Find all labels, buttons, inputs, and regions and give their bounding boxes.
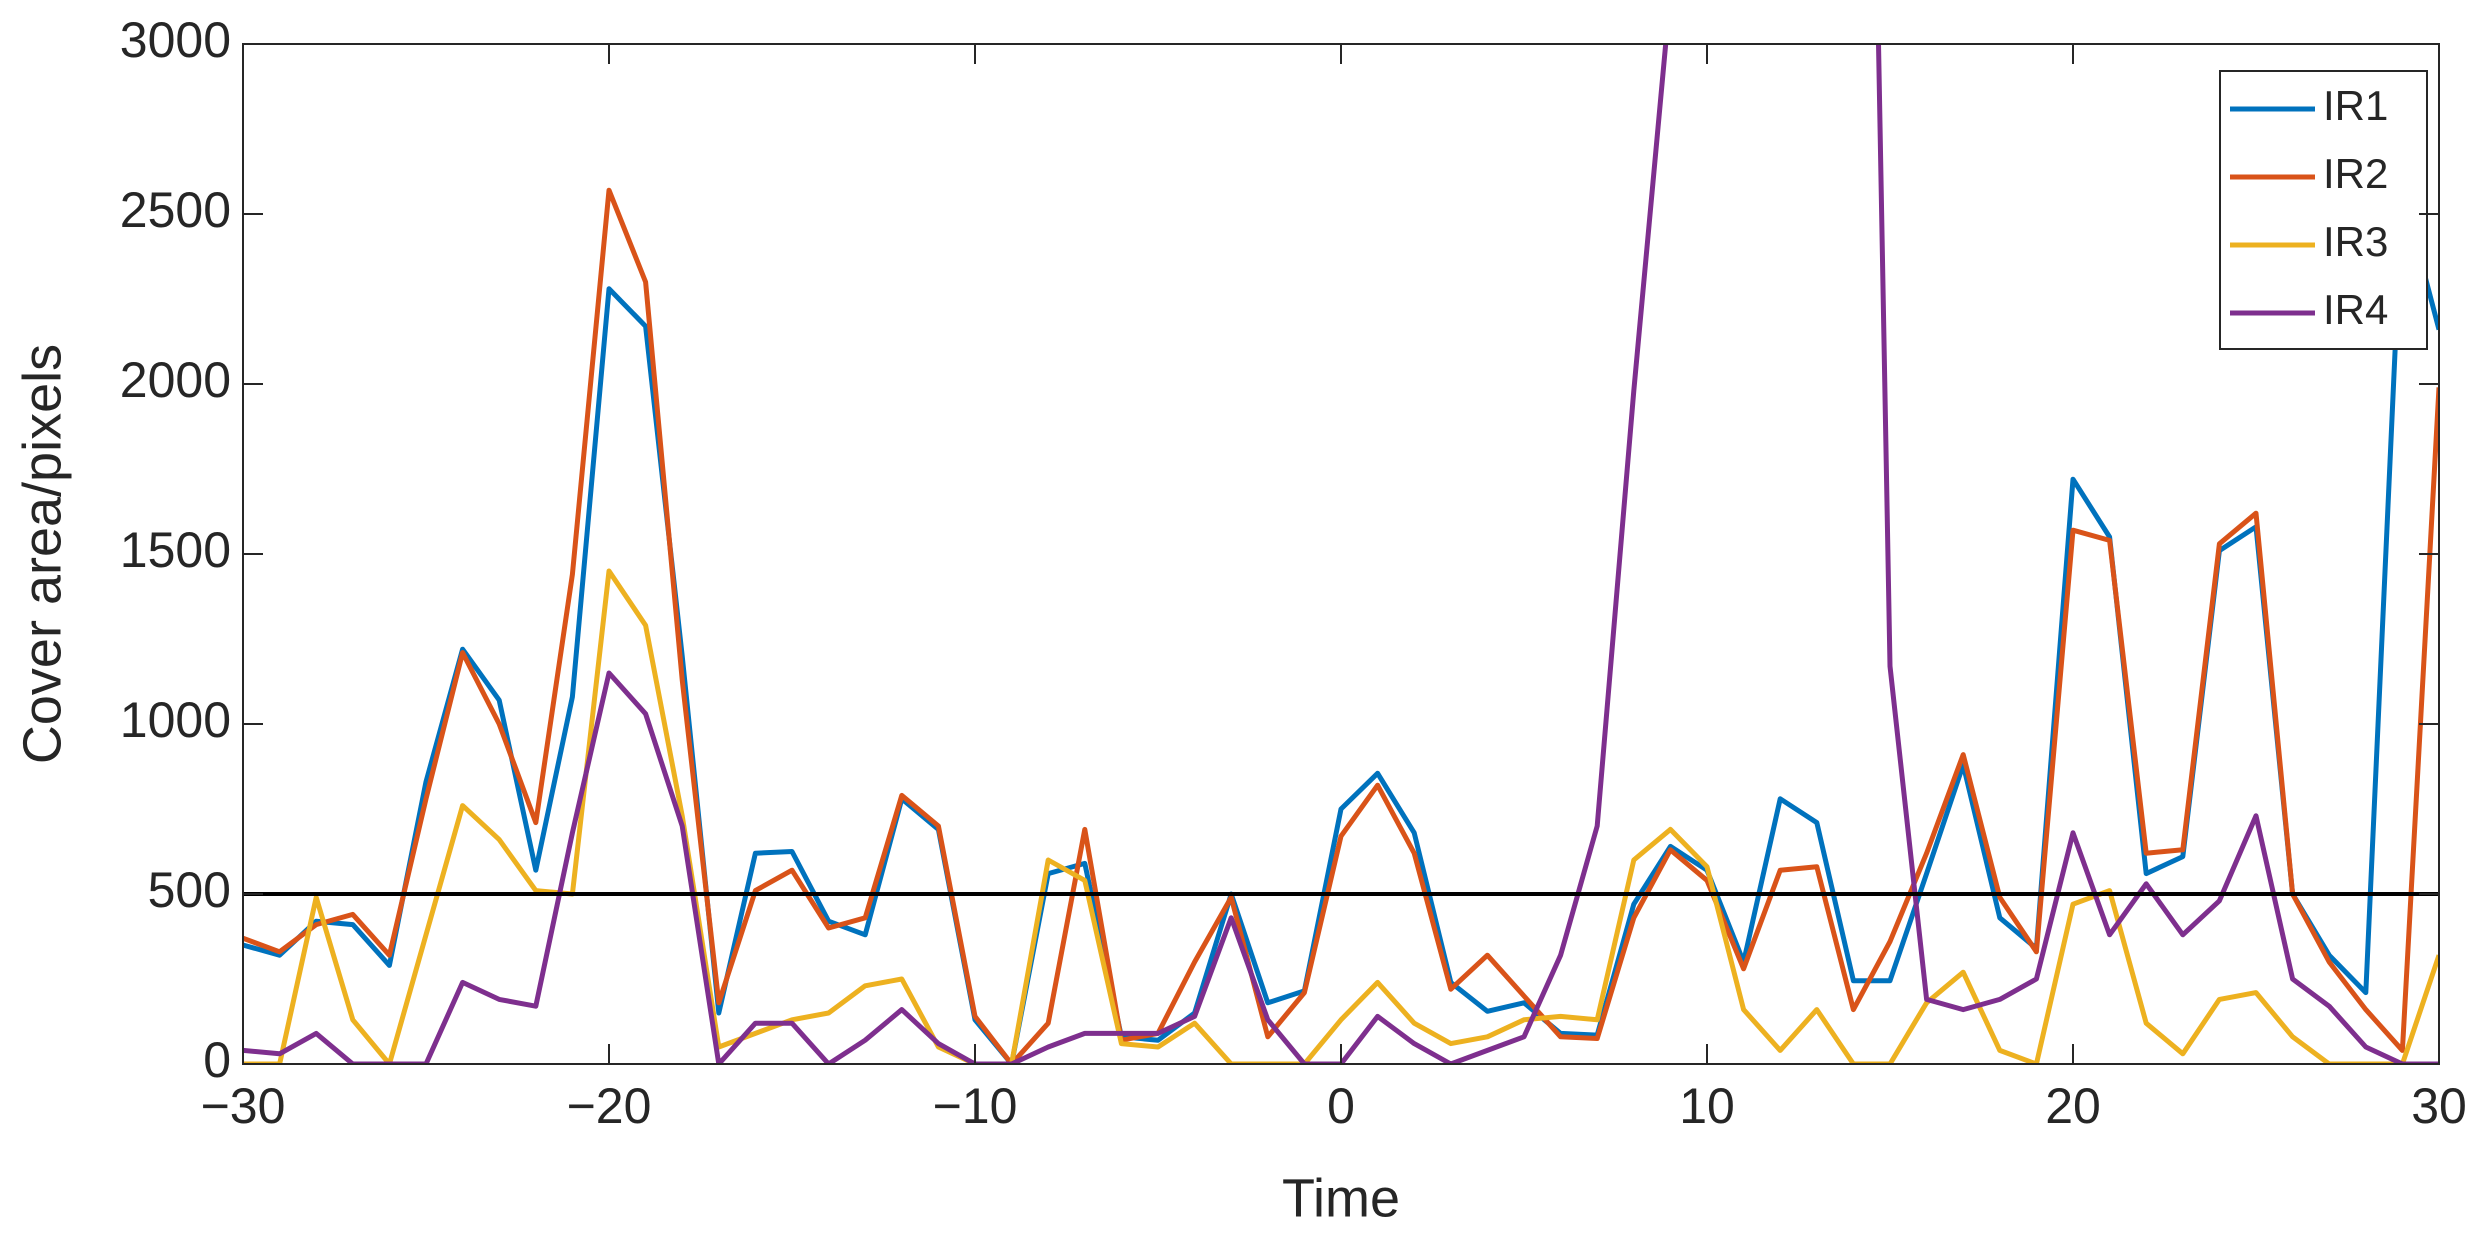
series-line	[243, 187, 2439, 1064]
series-line	[243, 187, 2439, 1064]
y-tick-label: 1000	[120, 692, 231, 748]
plot-marks	[243, 44, 2439, 1064]
x-tick-label: 20	[2045, 1078, 2101, 1134]
x-tick-label: 10	[1679, 1078, 1735, 1134]
legend-label: IR2	[2323, 150, 2388, 197]
x-axis-label: Time	[1282, 1168, 1400, 1228]
y-tick-label: 1500	[120, 522, 231, 578]
y-tick-label: 2500	[120, 182, 231, 238]
series-line	[243, 44, 2439, 1064]
x-tick-label: −10	[933, 1078, 1018, 1134]
x-tick-label: 30	[2411, 1078, 2467, 1134]
legend: IR1 IR2 IR3 IR4	[2219, 70, 2428, 350]
legend-label: IR1	[2323, 82, 2388, 129]
series-line	[243, 568, 2439, 1064]
legend-label: IR4	[2323, 286, 2388, 333]
legend-label: IR3	[2323, 218, 2388, 265]
y-tick-label: 500	[148, 862, 231, 918]
legend-box	[2219, 70, 2428, 350]
y-tick-label: 0	[203, 1032, 231, 1088]
y-tick-label: 2000	[120, 352, 231, 408]
y-axis-label: Cover area/pixels	[12, 344, 72, 764]
x-tick-label: −20	[567, 1078, 652, 1134]
x-tick-label: −30	[201, 1078, 286, 1134]
y-tick-label: 3000	[120, 12, 231, 68]
x-tick-label: 0	[1327, 1078, 1355, 1134]
